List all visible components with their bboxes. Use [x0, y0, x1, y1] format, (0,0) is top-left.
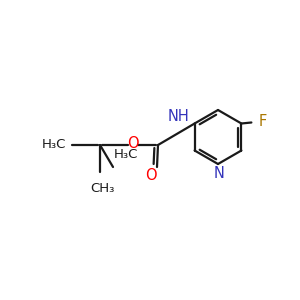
Text: CH₃: CH₃	[90, 182, 114, 195]
Text: H₃C: H₃C	[114, 148, 138, 161]
Text: O: O	[145, 169, 157, 184]
Text: H₃C: H₃C	[42, 137, 66, 151]
Text: F: F	[258, 114, 267, 129]
Text: N: N	[214, 167, 224, 182]
Text: O: O	[127, 136, 139, 152]
Text: NH: NH	[167, 109, 189, 124]
